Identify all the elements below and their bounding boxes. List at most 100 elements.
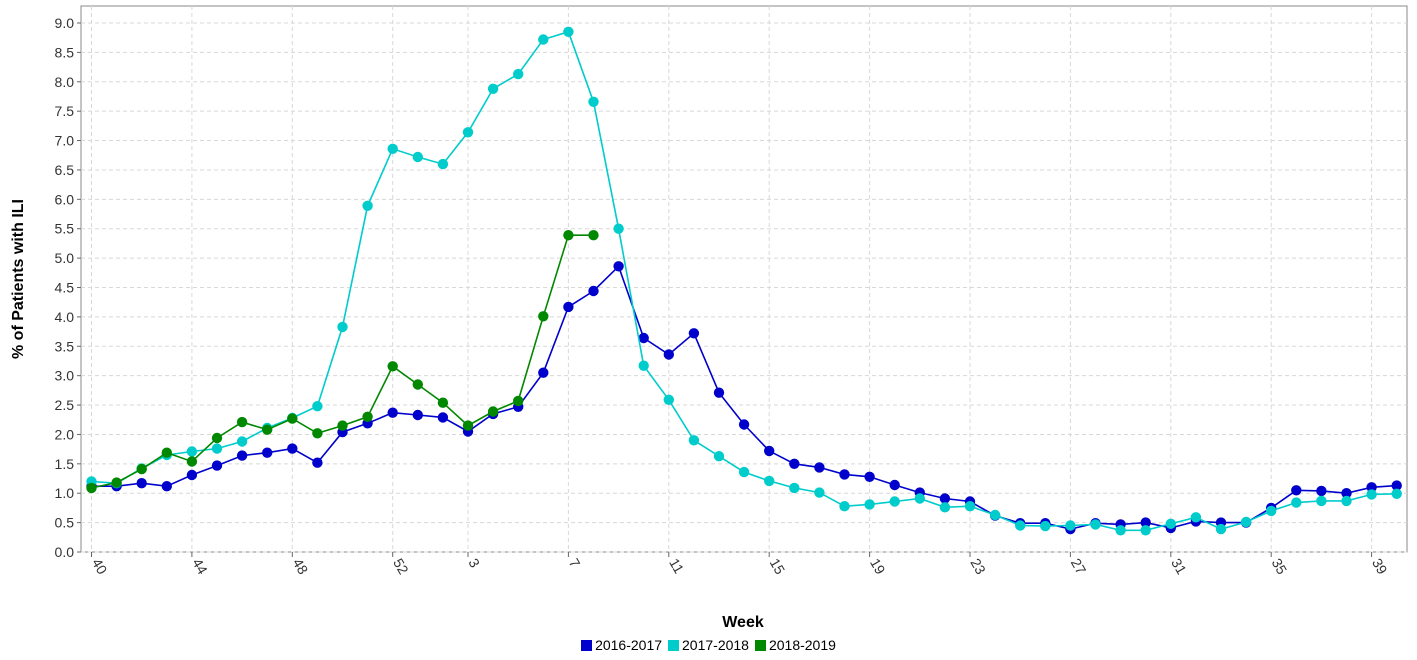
- y-tick-label: 9.0: [55, 15, 75, 31]
- data-point: [663, 394, 674, 405]
- x-tick-label: 52: [390, 556, 412, 578]
- data-point: [1316, 495, 1327, 507]
- data-point: [864, 471, 875, 482]
- data-point: [236, 436, 248, 447]
- data-point: [462, 127, 474, 138]
- data-point: [136, 463, 147, 475]
- data-point: [1090, 519, 1101, 530]
- data-point: [1316, 485, 1327, 497]
- data-point: [287, 443, 298, 454]
- data-point: [437, 412, 449, 423]
- y-axis-ticks: 0.0 0.5 1.0 1.5 2.0 2.5 3.0 3.5 4.0 4.5 5.0 5.5 6.0 6…: [55, 15, 81, 560]
- data-point: [538, 367, 549, 378]
- x-tick-label: 48: [290, 556, 312, 578]
- data-point: [864, 499, 875, 510]
- y-tick-label: 4.0: [55, 309, 75, 325]
- data-point: [1391, 480, 1402, 491]
- y-tick-label: 5.5: [55, 221, 75, 237]
- data-point: [839, 469, 850, 480]
- y-tick-label: 6.5: [55, 162, 75, 178]
- data-point: [337, 420, 348, 431]
- data-point: [111, 477, 122, 488]
- data-point: [1291, 485, 1302, 496]
- data-point: [161, 447, 172, 458]
- x-tick-label: 11: [666, 556, 687, 577]
- series-2018-2019: [86, 230, 599, 494]
- data-point: [613, 223, 624, 234]
- chart-legend: 2016-2017 2017-2018 2018-2019: [0, 637, 1417, 653]
- data-point: [211, 443, 223, 454]
- data-point: [236, 416, 248, 428]
- data-point: [1140, 517, 1151, 528]
- data-point: [186, 469, 198, 481]
- series-2017-2018: [86, 26, 1402, 536]
- data-point: [161, 481, 172, 492]
- data-point: [312, 428, 323, 439]
- legend-item: 2016-2017: [581, 637, 662, 653]
- data-point: [839, 501, 850, 512]
- x-tick-label: 27: [1068, 556, 1090, 578]
- data-point: [1215, 523, 1227, 535]
- y-tick-label: 8.5: [55, 44, 75, 60]
- data-point: [538, 311, 549, 322]
- data-point: [312, 457, 323, 468]
- data-point: [437, 397, 449, 408]
- x-tick-label: 44: [189, 556, 211, 578]
- data-point: [1291, 497, 1302, 508]
- data-point: [262, 447, 273, 458]
- data-point: [563, 26, 574, 37]
- data-point: [939, 493, 951, 504]
- y-tick-label: 1.5: [55, 456, 75, 472]
- data-point: [889, 496, 900, 507]
- data-point: [513, 395, 524, 407]
- legend-label: 2017-2018: [682, 637, 749, 653]
- data-point: [588, 96, 599, 108]
- data-point: [663, 349, 674, 360]
- data-point: [989, 509, 1001, 521]
- data-point: [1040, 520, 1051, 532]
- x-tick-label: 31: [1168, 556, 1190, 578]
- y-tick-label: 5.0: [55, 250, 75, 266]
- data-point: [211, 460, 223, 471]
- data-point: [1266, 505, 1277, 517]
- x-axis-ticks: 40 44 48 52 3 7 11 15 19 23 27 31 35 39: [89, 552, 1391, 577]
- data-point: [563, 230, 574, 241]
- data-point: [487, 406, 499, 417]
- y-tick-label: 1.0: [55, 485, 75, 501]
- data-point: [1165, 518, 1177, 529]
- y-tick-label: 3.0: [55, 368, 75, 384]
- data-point: [738, 466, 750, 478]
- data-point: [437, 158, 449, 170]
- plot-area: [80, 5, 1408, 553]
- series-layer: [86, 26, 1402, 536]
- data-point: [513, 68, 524, 80]
- data-point: [412, 379, 423, 390]
- data-point: [738, 419, 750, 430]
- x-axis-title: Week: [722, 614, 764, 631]
- y-tick-label: 8.0: [55, 74, 75, 90]
- data-point: [939, 502, 951, 513]
- legend-label: 2018-2019: [768, 637, 836, 653]
- data-point: [362, 200, 373, 211]
- data-point: [588, 285, 599, 297]
- data-point: [362, 411, 373, 422]
- y-tick-label: 2.0: [55, 426, 75, 442]
- data-point: [487, 83, 499, 95]
- y-tick-label: 3.5: [55, 338, 75, 354]
- legend-label: 2016-2017: [595, 637, 663, 653]
- data-point: [186, 446, 198, 457]
- data-point: [86, 482, 97, 494]
- data-point: [914, 493, 925, 504]
- legend-item: 2017-2018: [668, 637, 749, 653]
- data-point: [412, 409, 423, 421]
- data-point: [1366, 489, 1377, 500]
- data-point: [387, 143, 398, 154]
- data-point: [713, 451, 725, 462]
- data-point: [713, 387, 725, 398]
- data-point: [1341, 495, 1352, 507]
- data-point: [563, 301, 574, 313]
- y-tick-label: 6.0: [55, 191, 75, 207]
- data-point: [613, 261, 624, 272]
- x-tick-label: 39: [1369, 556, 1391, 578]
- data-point: [236, 450, 248, 461]
